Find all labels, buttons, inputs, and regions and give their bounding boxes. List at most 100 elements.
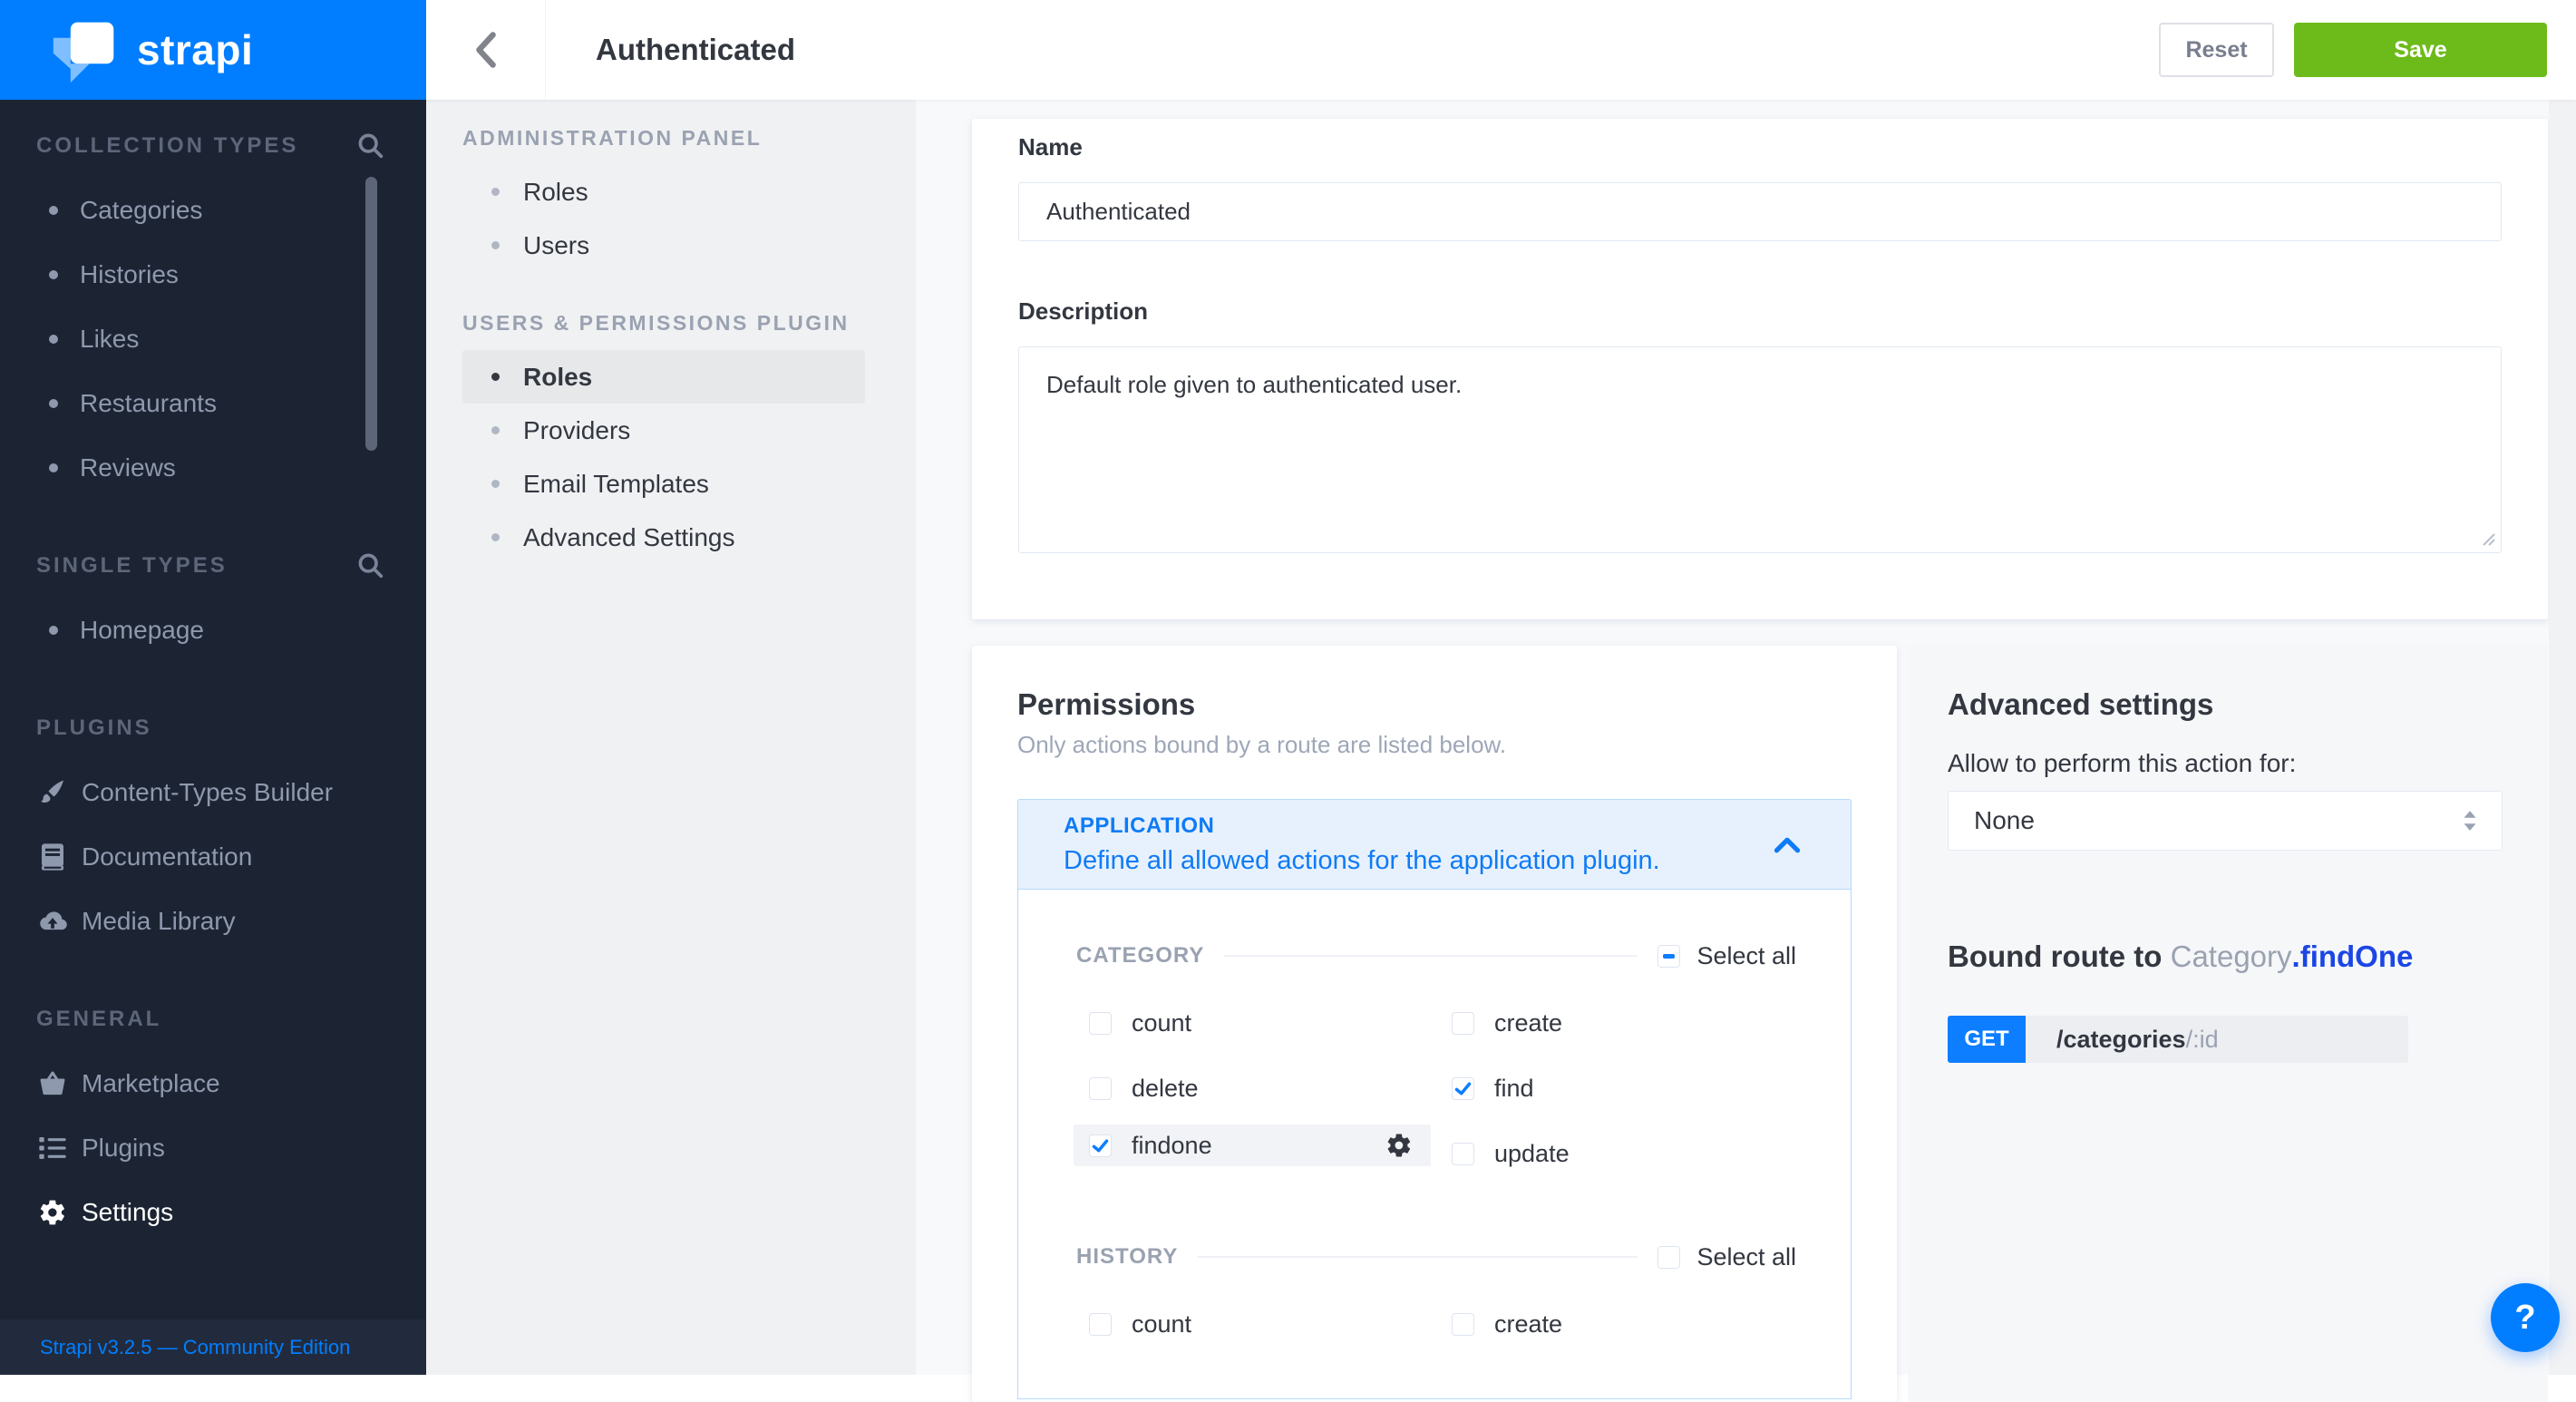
sidebar-item-likes[interactable]: Likes [0,307,426,371]
group-name: HISTORY [1076,1244,1179,1269]
permissions-title: Permissions [1017,687,1196,721]
sidebar-item-documentation[interactable]: Documentation [0,824,426,889]
checkbox[interactable] [1089,1076,1112,1100]
name-input[interactable] [1018,182,2502,241]
checkbox-checked[interactable] [1089,1134,1112,1157]
back-button[interactable] [426,0,546,100]
sub-item-admin-roles[interactable]: Roles [462,165,865,219]
permission-row-history-create[interactable]: create [1452,1303,1814,1345]
application-accordion-header[interactable]: APPLICATION Define all allowed actions f… [1017,799,1852,890]
permission-row-history-count[interactable]: count [1089,1303,1452,1345]
sub-item-providers[interactable]: Providers [462,404,865,457]
resize-grip-icon[interactable] [2480,531,2496,547]
http-method-badge: GET [1948,1016,2026,1063]
permission-row-update[interactable]: update [1452,1133,1814,1174]
section-title-plugins: PLUGINS [36,716,152,740]
search-icon[interactable] [355,550,386,581]
sidebar-section-single-types: SINGLE TYPES Homepage [0,552,426,662]
save-button[interactable]: Save [2294,23,2547,77]
allow-action-label: Allow to perform this action for: [1948,749,2297,777]
page-title: Authenticated [596,33,796,66]
section-title-general: GENERAL [36,1007,162,1031]
bullet-icon [49,398,58,408]
history-group-header: HISTORY Select all [1076,1236,1796,1278]
sidebar-item-homepage[interactable]: Homepage [0,598,426,662]
sidebar-footer: Strapi v3.2.5 — Community Edition [0,1319,426,1375]
checkbox[interactable] [1089,1011,1112,1035]
history-select-all[interactable]: Select all [1657,1243,1796,1271]
app-logo-text: strapi [137,26,254,73]
bullet-icon [491,188,500,196]
sub-item-email-templates[interactable]: Email Templates [462,457,865,511]
sub-item-up-roles[interactable]: Roles [462,350,865,404]
category-select-all[interactable]: Select all [1657,942,1796,970]
checkbox-checked[interactable] [1452,1076,1474,1100]
sidebar-item-histories[interactable]: Histories [0,242,426,307]
sub-section-title: USERS & PERMISSIONS PLUGIN [462,310,850,335]
sidebar-item-content-types-builder[interactable]: Content-Types Builder [0,760,426,824]
bullet-icon [491,241,500,249]
chevron-up-icon [1774,836,1801,854]
bullet-icon [49,625,58,635]
checkbox[interactable] [1452,1142,1474,1165]
permissions-subtitle: Only actions bound by a route are listed… [1017,731,1507,758]
gear-icon [36,1198,69,1227]
sub-section-users-permissions: USERS & PERMISSIONS PLUGIN Roles Provide… [426,308,916,564]
select-all-checkbox[interactable] [1657,944,1681,968]
version-link[interactable]: Strapi v3.2.5 — Community Edition [40,1335,351,1358]
checkbox[interactable] [1452,1011,1474,1035]
reset-button[interactable]: Reset [2159,23,2274,77]
section-title-single-types: SINGLE TYPES [36,553,228,578]
sidebar-item-reviews[interactable]: Reviews [0,435,426,500]
sub-section-administration-panel: ADMINISTRATION PANEL Roles Users [426,123,916,272]
permission-row-count[interactable]: count [1089,1002,1452,1044]
accordion-title: APPLICATION [1064,813,1215,838]
sub-item-advanced-settings[interactable]: Advanced Settings [462,511,865,564]
settings-sub-sidebar: ADMINISTRATION PANEL Roles Users USERS &… [426,100,916,1375]
policy-gear-icon[interactable] [1385,1132,1413,1159]
sidebar-section-plugins: PLUGINS Content-Types Builder [0,715,426,953]
bullet-icon [49,269,58,279]
app-logo[interactable]: strapi [0,0,426,100]
bullet-icon [491,373,500,381]
search-icon[interactable] [355,131,386,161]
permission-row-findone[interactable]: findone [1074,1125,1431,1166]
sidebar-item-plugins[interactable]: Plugins [0,1115,426,1180]
page-header: Authenticated Reset Save [426,0,2576,100]
bullet-icon [491,426,500,434]
sidebar-item-settings[interactable]: Settings [0,1180,426,1244]
sidebar-item-restaurants[interactable]: Restaurants [0,371,426,435]
sidebar-item-marketplace[interactable]: Marketplace [0,1051,426,1115]
permissions-card: Permissions Only actions bound by a rout… [972,646,1897,1402]
sidebar-scrollbar-thumb[interactable] [365,177,377,451]
chevron-left-icon [473,30,499,70]
description-textarea[interactable]: Default role given to authenticated user… [1018,346,2502,553]
page-scrollbar-gutter[interactable] [2549,100,2576,1375]
list-icon [36,1134,69,1162]
advanced-settings-panel: Advanced settings Allow to perform this … [1908,646,2548,1402]
accordion-description: Define all allowed actions for the appli… [1064,845,1660,875]
sidebar-item-categories[interactable]: Categories [0,178,426,242]
checkbox[interactable] [1452,1312,1474,1336]
help-button[interactable]: ? [2491,1283,2560,1352]
strapi-logo-icon [50,15,119,84]
book-icon [36,842,69,871]
sidebar-item-media-library[interactable]: Media Library [0,889,426,953]
bullet-icon [49,205,58,215]
section-title-collection-types: COLLECTION TYPES [36,133,299,158]
sub-section-title: ADMINISTRATION PANEL [462,125,763,150]
permission-row-create[interactable]: create [1452,1002,1814,1044]
cloud-upload-icon [36,908,69,935]
divider [1198,1256,1638,1258]
permission-row-delete[interactable]: delete [1089,1067,1452,1109]
checkbox[interactable] [1089,1312,1112,1336]
route-path: /categories/:id [2026,1016,2408,1063]
advanced-settings-title: Advanced settings [1948,687,2214,721]
sub-item-admin-users[interactable]: Users [462,219,865,272]
role-form-card: Name Description Default role given to a… [972,119,2548,619]
bullet-icon [49,462,58,472]
selected-option: None [1974,806,2035,834]
select-all-checkbox[interactable] [1657,1245,1681,1269]
permission-row-find[interactable]: find [1452,1067,1814,1109]
allow-action-select[interactable]: None [1948,791,2503,851]
